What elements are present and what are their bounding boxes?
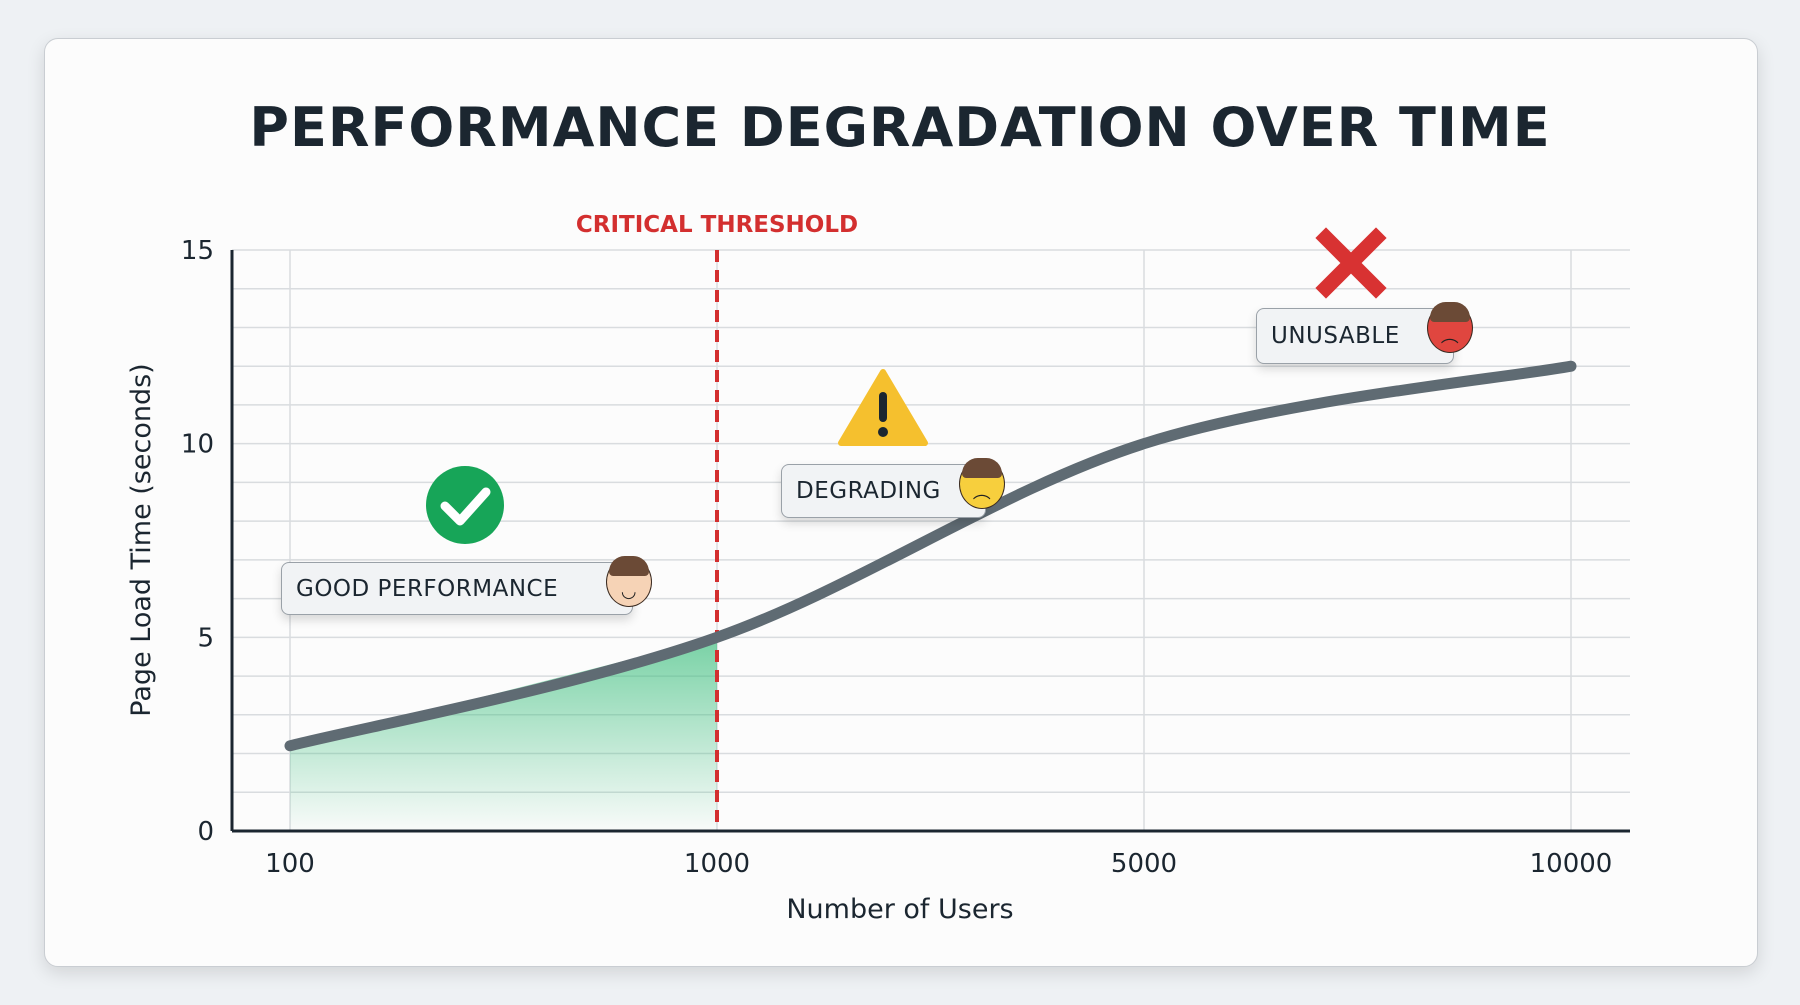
x-tick-label: 1000 — [684, 849, 750, 879]
x-axis-label: Number of Users — [786, 894, 1013, 925]
red-x-icon — [1315, 227, 1387, 299]
degrading-text: DEGRADING — [796, 478, 941, 504]
y-axis-label: Page Load Time (seconds) — [126, 363, 157, 716]
angry-face-icon: ︵ — [1427, 302, 1473, 353]
good-performance-text: GOOD PERFORMANCE — [296, 575, 559, 602]
y-tick-label: 15 — [181, 236, 214, 266]
x-tick-label: 100 — [265, 849, 315, 879]
degrading-label: DEGRADING ︵ — [781, 458, 1005, 518]
worried-face-icon: ︵ — [959, 458, 1005, 509]
unusable-text: UNUSABLE — [1271, 323, 1400, 349]
critical-threshold-label: CRITICAL THRESHOLD — [576, 212, 858, 238]
good-performance-label: GOOD PERFORMANCE ◡ — [281, 556, 652, 615]
y-tick-label: 0 — [197, 817, 214, 847]
check-circle-icon — [426, 466, 504, 544]
good-performance-area — [290, 637, 717, 831]
warning-triangle-icon — [838, 369, 928, 446]
unusable-label: UNUSABLE ︵ — [1256, 302, 1473, 364]
y-tick-label: 10 — [181, 430, 214, 460]
chart-title: PERFORMANCE DEGRADATION OVER TIME — [249, 96, 1551, 159]
x-tick-label: 10000 — [1530, 849, 1613, 879]
x-tick-label: 5000 — [1111, 849, 1177, 879]
y-tick-label: 5 — [197, 623, 214, 653]
series-line — [284, 360, 1577, 752]
happy-face-icon: ◡ — [606, 556, 652, 607]
